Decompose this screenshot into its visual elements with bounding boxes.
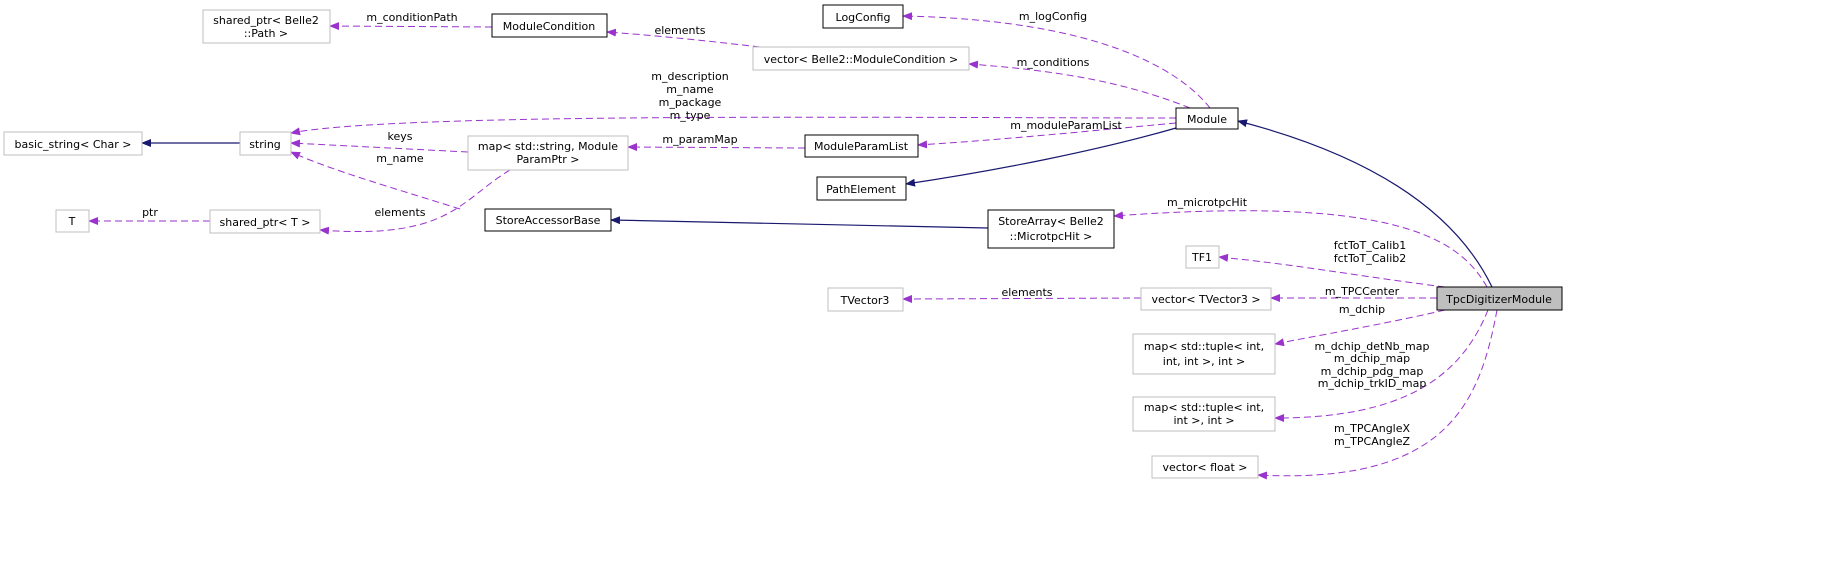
- node-label: ModuleCondition: [503, 20, 596, 33]
- node-label: shared_ptr< Belle2: [213, 14, 319, 27]
- label-dchip-detnb: m_dchip_detNb_map: [1315, 340, 1430, 353]
- node-label: basic_string< Char >: [15, 138, 132, 151]
- node-vector-float[interactable]: vector< float >: [1151, 455, 1259, 479]
- node-module-param-list[interactable]: ModuleParamList: [804, 134, 919, 158]
- label-keys: keys: [388, 130, 413, 143]
- label-condition-path: m_conditionPath: [366, 11, 457, 24]
- edge-log-config: [902, 12, 1211, 109]
- edge-tpc-module: [1237, 119, 1493, 288]
- label-m-name: m_name: [376, 152, 424, 165]
- node-label: ModuleParamList: [814, 140, 909, 153]
- node-vector-tvector3[interactable]: vector< TVector3 >: [1140, 287, 1272, 311]
- label-dchip: m_dchip: [1339, 303, 1385, 316]
- edge-keys: [290, 139, 469, 153]
- node-label: vector< Belle2::ModuleCondition >: [764, 53, 958, 66]
- label-microtpc-hit: m_microtpcHit: [1167, 196, 1248, 209]
- label-elements-shared: elements: [374, 206, 425, 219]
- node-label: vector< float >: [1162, 461, 1247, 474]
- label-param-map: m_paramMap: [662, 133, 737, 146]
- label-calib1: fctToT_Calib1: [1334, 239, 1407, 252]
- node-label: TVector3: [840, 294, 890, 307]
- node-label: ParamPtr >: [516, 153, 579, 166]
- label-calib2: fctToT_Calib2: [1334, 252, 1407, 265]
- node-shared-ptr-path[interactable]: shared_ptr< Belle2 ::Path >: [202, 9, 331, 44]
- node-module[interactable]: Module: [1175, 107, 1239, 130]
- node-label: map< std::tuple< int,: [1144, 340, 1264, 353]
- node-tpc-digitizer-module[interactable]: TpcDigitizerModule: [1436, 286, 1563, 311]
- node-label: int >, int >: [1173, 414, 1234, 427]
- label-log-config: m_logConfig: [1019, 10, 1087, 23]
- edge-m-name: [290, 151, 461, 210]
- edge-module-string: [290, 116, 1177, 136]
- node-label: StoreArray< Belle2: [998, 215, 1104, 228]
- node-path-element[interactable]: PathElement: [816, 176, 907, 201]
- node-map-param[interactable]: map< std::string, Module ParamPtr >: [467, 135, 629, 171]
- node-label: shared_ptr< T >: [220, 216, 311, 229]
- node-label: map< std::tuple< int,: [1144, 401, 1264, 414]
- label-ptr: ptr: [142, 206, 158, 219]
- edge-microtpc-hit: [1113, 210, 1488, 288]
- node-label: ::Path >: [244, 27, 288, 40]
- node-log-config[interactable]: LogConfig: [822, 4, 904, 29]
- node-map-tuple3[interactable]: map< std::tuple< int, int, int >, int >: [1132, 333, 1276, 375]
- label-description: m_description: [651, 70, 728, 83]
- label-dchip-pdg: m_dchip_pdg_map: [1321, 365, 1424, 378]
- label-type: m_type: [670, 109, 711, 122]
- label-dchip-map: m_dchip_map: [1334, 352, 1410, 365]
- label-elements-tvector: elements: [1001, 286, 1052, 299]
- edge-angles: [1257, 309, 1498, 480]
- edge-elements-tvector: [902, 294, 1142, 303]
- label-angle-z: m_TPCAngleZ: [1334, 435, 1411, 448]
- edge-condition-path: [329, 22, 493, 31]
- edge-dchip: [1274, 309, 1446, 347]
- label-elements-condition: elements: [654, 24, 705, 37]
- node-module-condition[interactable]: ModuleCondition: [491, 13, 608, 38]
- edge-module-path-element: [905, 127, 1177, 187]
- node-label: map< std::string, Module: [478, 140, 618, 153]
- node-tvector3[interactable]: TVector3: [827, 287, 904, 312]
- edge-calib: [1218, 253, 1446, 288]
- node-basic-string[interactable]: basic_string< Char >: [3, 131, 143, 156]
- node-label: int, int >, int >: [1163, 355, 1245, 368]
- node-label: PathElement: [826, 183, 896, 196]
- edge-elements-shared: [319, 169, 511, 235]
- label-tpc-center: m_TPCCenter: [1325, 285, 1400, 298]
- edge-vector-condition: [606, 28, 761, 48]
- edge-module-param-list: [917, 122, 1177, 149]
- node-label: TpcDigitizerModule: [1445, 293, 1552, 306]
- edge-conditions: [968, 60, 1191, 109]
- label-dchip-trkid: m_dchip_trkID_map: [1318, 377, 1427, 390]
- node-label: StoreAccessorBase: [496, 214, 601, 227]
- label-name: m_name: [666, 83, 714, 96]
- node-store-array[interactable]: StoreArray< Belle2 ::MicrotpcHit >: [987, 209, 1115, 249]
- label-package: m_package: [659, 96, 722, 109]
- label-angle-x: m_TPCAngleX: [1334, 422, 1411, 435]
- node-label: T: [68, 215, 76, 228]
- label-conditions: m_conditions: [1017, 56, 1090, 69]
- node-label: LogConfig: [836, 11, 891, 24]
- node-label: TF1: [1191, 251, 1212, 264]
- node-label: Module: [1187, 113, 1227, 126]
- node-label: string: [249, 138, 281, 151]
- node-label: vector< TVector3 >: [1151, 293, 1260, 306]
- node-shared-ptr-t[interactable]: shared_ptr< T >: [209, 209, 321, 234]
- edge-param-map: [627, 143, 806, 152]
- edge-store-array-accessor: [610, 216, 989, 229]
- edge-dchip-maps: [1274, 309, 1489, 422]
- node-t[interactable]: T: [55, 209, 90, 233]
- label-module-param-list: m_moduleParamList: [1010, 119, 1122, 132]
- node-store-accessor-base[interactable]: StoreAccessorBase: [484, 208, 612, 232]
- node-label: ::MicrotpcHit >: [1010, 230, 1093, 243]
- node-tf1[interactable]: TF1: [1185, 245, 1220, 269]
- node-vector-module-condition[interactable]: vector< Belle2::ModuleCondition >: [752, 46, 970, 71]
- node-string[interactable]: string: [239, 131, 292, 156]
- node-map-tuple2[interactable]: map< std::tuple< int, int >, int >: [1132, 396, 1276, 432]
